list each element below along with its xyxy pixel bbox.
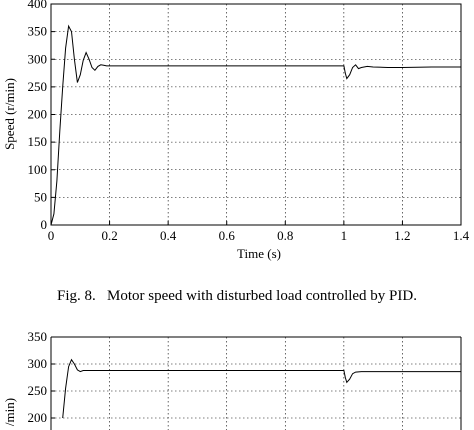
x-axis-label-1: Time (s) xyxy=(237,246,281,261)
x-tick-label: 1.4 xyxy=(453,228,470,243)
y-tick-labels-2: 200 250 300 350 xyxy=(28,329,48,425)
y-tick-label: 100 xyxy=(28,162,48,177)
x-tick-labels-1: 0 0.2 0.4 0.6 0.8 1 1.2 1.4 xyxy=(48,228,470,243)
x-tick-label: 0.2 xyxy=(101,228,117,243)
y-axis-label-1: Speed (r/min) xyxy=(2,78,17,150)
speed-line-1 xyxy=(50,24,461,226)
x-tick-label: 0.8 xyxy=(277,228,293,243)
x-tick-label: 0.6 xyxy=(219,228,236,243)
grid-2 xyxy=(51,336,461,430)
y-tick-label: 250 xyxy=(28,383,48,398)
y-axis-label-2: /min) xyxy=(2,398,17,426)
y-tick-label: 200 xyxy=(28,107,48,122)
figure-caption: Fig. 8. Motor speed with disturbed load … xyxy=(57,288,417,304)
y-tick-label: 350 xyxy=(28,329,48,344)
x-tick-label: 1 xyxy=(341,228,348,243)
y-tick-label: 150 xyxy=(28,134,48,149)
grid-1 xyxy=(50,3,462,226)
y-tick-label: 200 xyxy=(28,410,48,425)
x-tick-label: 1.2 xyxy=(394,228,410,243)
y-tick-label: 350 xyxy=(28,24,48,39)
y-tick-label: 300 xyxy=(28,51,48,66)
y-tick-labels-1: 0 50 100 150 200 250 300 350 400 xyxy=(28,0,48,232)
y-tick-label: 250 xyxy=(28,79,48,94)
y-tick-label: 400 xyxy=(28,0,48,11)
y-tick-label: 0 xyxy=(41,217,48,232)
y-tick-label: 50 xyxy=(34,189,47,204)
x-tick-label: 0.4 xyxy=(160,228,177,243)
speed-line-2 xyxy=(62,358,461,419)
x-tick-label: 0 xyxy=(48,228,55,243)
chart-motor-speed-2: 200 250 300 350 /min) xyxy=(2,329,462,430)
chart-motor-speed-pid: 0 50 100 150 200 250 300 350 400 0 0.2 0.4 0.6 0.8 1 1… xyxy=(2,0,470,261)
y-tick-label: 300 xyxy=(28,356,48,371)
